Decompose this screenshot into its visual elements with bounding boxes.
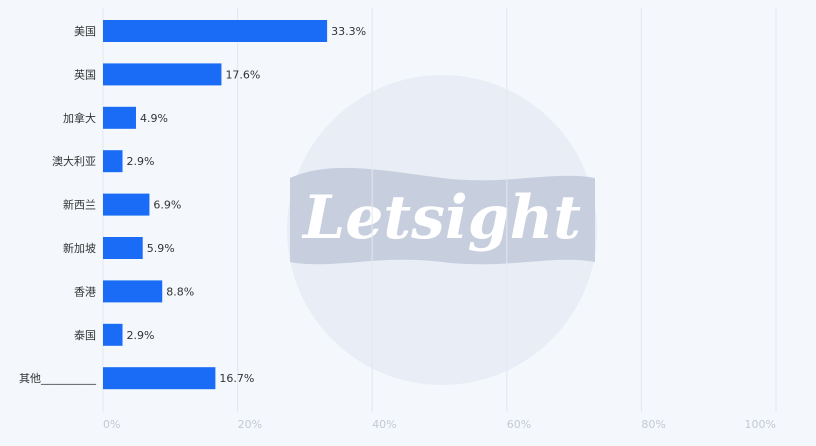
category-label: 其他__________: [19, 372, 96, 385]
x-tick-label: 80%: [641, 418, 665, 431]
bar: [103, 237, 143, 259]
value-label: 33.3%: [331, 25, 366, 38]
category-label: 澳大利亚: [52, 154, 96, 168]
x-axis-ticks: 0% 20% 40% 60% 80% 100%: [103, 418, 776, 431]
category-label: 新西兰: [63, 198, 96, 212]
bar: [103, 20, 328, 42]
bar: [103, 63, 222, 86]
bar: [103, 150, 123, 173]
x-tick-label: 0%: [103, 418, 120, 431]
bar: [103, 280, 163, 303]
value-labels: 33.3% 17.6% 4.9% 2.9% 6.9% 5.9% 8.8% 2.9% 16.7%: [127, 25, 367, 385]
watermark: Letsight: [287, 75, 597, 385]
x-tick-label: 60%: [507, 418, 531, 431]
x-tick-label: 100%: [745, 418, 776, 431]
bar-series: [103, 20, 328, 390]
value-label: 16.7%: [219, 372, 254, 385]
bar: [103, 367, 216, 390]
value-label: 8.8%: [166, 285, 194, 298]
bar: [103, 106, 136, 129]
category-label: 香港: [74, 285, 96, 298]
value-label: 5.9%: [147, 242, 175, 255]
category-label: 美国: [74, 25, 96, 38]
value-label: 17.6%: [225, 68, 260, 81]
category-label: 泰国: [74, 328, 96, 342]
x-tick-label: 20%: [238, 418, 262, 431]
watermark-banner: [290, 167, 595, 265]
bar: [103, 323, 123, 346]
bar: [103, 193, 150, 216]
value-label: 2.9%: [127, 329, 155, 342]
category-label: 新加坡: [63, 241, 96, 255]
value-label: 4.9%: [140, 112, 168, 125]
x-tick-label: 40%: [372, 418, 396, 431]
value-label: 2.9%: [127, 155, 155, 168]
value-label: 6.9%: [153, 199, 181, 212]
category-label: 加拿大: [63, 111, 96, 125]
watermark-text: Letsight: [301, 183, 581, 253]
category-label: 英国: [74, 67, 96, 81]
